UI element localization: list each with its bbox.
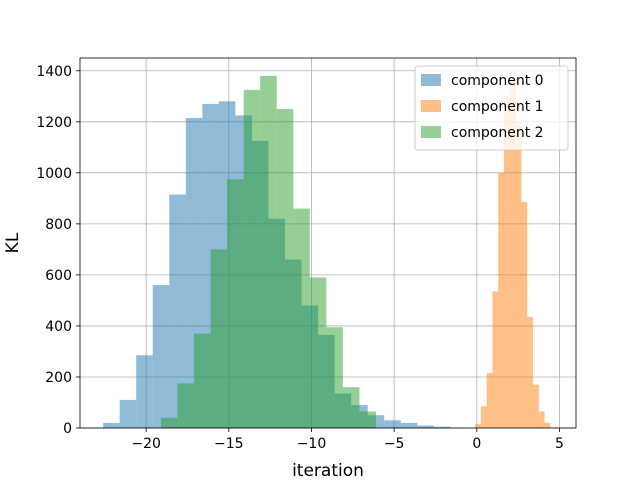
histogram-bar: [243, 89, 261, 429]
y-tick-label: 1200: [36, 115, 72, 131]
histogram-bar: [521, 202, 528, 428]
histogram-bar: [538, 411, 545, 428]
histogram-bar: [384, 420, 401, 428]
histogram-bar: [359, 411, 376, 428]
histogram-bar: [475, 424, 481, 428]
histogram-bar: [515, 121, 522, 429]
histogram-bar: [276, 109, 294, 428]
histogram-bar: [486, 373, 493, 428]
x-tick-label: −10: [297, 436, 327, 452]
y-tick-label: 400: [45, 319, 72, 335]
histogram-bar: [103, 422, 120, 428]
histogram-bar: [527, 317, 534, 428]
legend-frame: [414, 65, 569, 151]
histogram-bar: [498, 172, 505, 428]
y-tick-label: 1400: [36, 64, 72, 80]
legend-label: component 0: [451, 73, 544, 89]
histogram-bar: [260, 75, 277, 429]
plot-frame: [79, 57, 577, 429]
histogram-bar: [309, 277, 327, 428]
histogram-bar: [544, 422, 551, 428]
x-tick-label: −20: [131, 436, 161, 452]
x-tick-label: 0: [472, 436, 481, 452]
histogram-bar: [417, 425, 434, 428]
histogram-bar: [227, 179, 244, 428]
axis-ticks: −20 −15 −10 −5 0 5 0 200 400 600 800 1000 1200 1400: [36, 64, 564, 452]
x-tick-label: 5: [555, 436, 564, 452]
y-tick-label: 800: [45, 217, 72, 233]
y-axis-label: KL: [3, 232, 23, 253]
histogram-bar: [293, 208, 310, 428]
histogram-bar: [169, 194, 186, 428]
histogram-bar: [480, 406, 487, 428]
histogram-bar: [136, 355, 153, 428]
y-tick-label: 0: [63, 421, 72, 437]
series-2-bars: [161, 75, 376, 429]
legend-label: component 1: [451, 99, 544, 115]
bars: [103, 75, 551, 429]
y-tick-label: 1000: [36, 166, 72, 182]
histogram-bar: [433, 426, 451, 428]
histogram-bar: [492, 291, 499, 428]
histogram-bar: [194, 333, 211, 428]
histogram-bar: [119, 399, 137, 428]
legend-label: component 2: [451, 125, 544, 141]
histogram-bar: [400, 422, 418, 428]
histogram-bar: [161, 417, 178, 428]
histogram-bar: [177, 383, 195, 428]
x-tick-label: −15: [214, 436, 244, 452]
series-1-bars: [475, 80, 551, 429]
legend-swatch: [421, 126, 441, 138]
y-tick-label: 200: [45, 370, 72, 386]
legend-swatch: [421, 74, 441, 86]
legend-swatch: [421, 100, 441, 112]
x-axis-label: iteration: [292, 461, 364, 480]
histogram-bar: [210, 249, 228, 428]
histogram-bar: [533, 384, 539, 428]
histogram-bar: [504, 96, 510, 428]
y-tick-label: 600: [45, 268, 72, 284]
histogram-bar: [326, 327, 343, 428]
histogram-bar: [509, 80, 516, 428]
legend: component 0 component 1 component 2: [414, 65, 569, 151]
x-tick-label: −5: [384, 436, 405, 452]
histogram-bar: [152, 285, 170, 428]
histogram-bar: [342, 387, 360, 428]
